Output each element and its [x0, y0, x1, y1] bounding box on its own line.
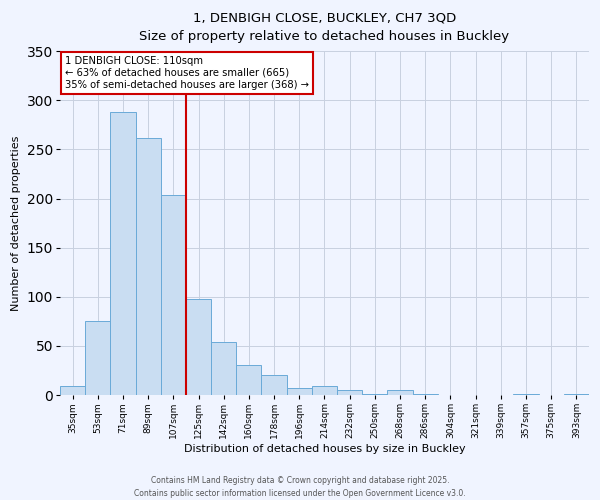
Title: 1, DENBIGH CLOSE, BUCKLEY, CH7 3QD
Size of property relative to detached houses : 1, DENBIGH CLOSE, BUCKLEY, CH7 3QD Size …	[139, 11, 509, 43]
Bar	[262, 376, 287, 395]
Bar	[161, 194, 186, 395]
Bar	[110, 112, 136, 395]
Bar	[236, 364, 262, 395]
Bar	[211, 342, 236, 395]
Text: Contains HM Land Registry data © Crown copyright and database right 2025.
Contai: Contains HM Land Registry data © Crown c…	[134, 476, 466, 498]
Bar	[60, 386, 85, 395]
Bar	[362, 394, 388, 395]
Bar	[413, 394, 438, 395]
Bar	[564, 394, 589, 395]
Bar	[287, 388, 312, 395]
Bar	[85, 322, 110, 395]
Y-axis label: Number of detached properties: Number of detached properties	[11, 136, 21, 311]
Bar	[312, 386, 337, 395]
Text: 1 DENBIGH CLOSE: 110sqm
← 63% of detached houses are smaller (665)
35% of semi-d: 1 DENBIGH CLOSE: 110sqm ← 63% of detache…	[65, 56, 309, 90]
Bar	[514, 394, 539, 395]
X-axis label: Distribution of detached houses by size in Buckley: Distribution of detached houses by size …	[184, 444, 465, 454]
Bar	[337, 390, 362, 395]
Bar	[388, 390, 413, 395]
Bar	[186, 299, 211, 395]
Bar	[136, 138, 161, 395]
